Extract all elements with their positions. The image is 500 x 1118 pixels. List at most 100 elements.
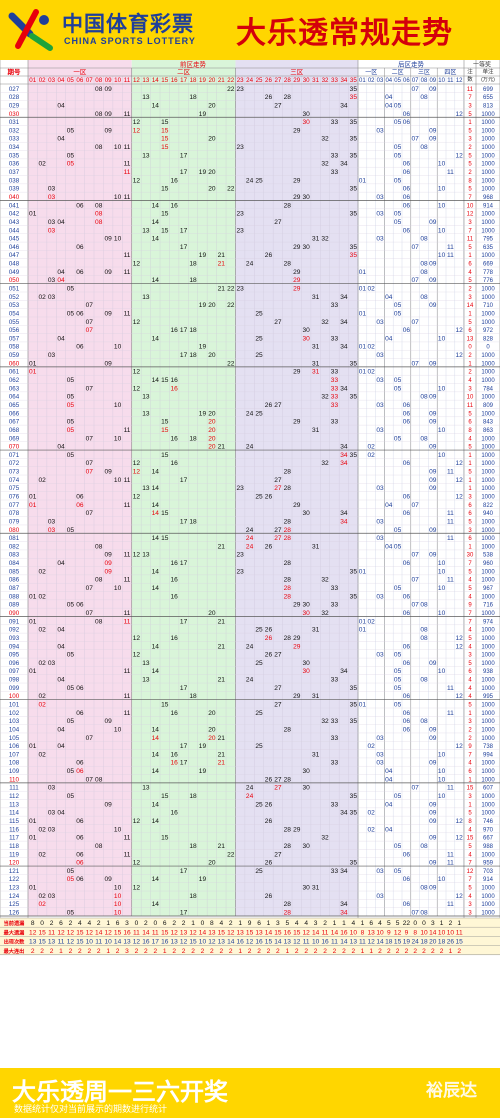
issue-number: 029 bbox=[9, 102, 20, 109]
front-ball: 29 bbox=[293, 277, 301, 284]
prize-amount: 1000 bbox=[481, 719, 495, 725]
prize-amount: 716 bbox=[483, 603, 494, 609]
back-ball: 12 bbox=[456, 743, 464, 750]
front-ball: 34 bbox=[340, 668, 348, 675]
stat-value: 16 bbox=[237, 939, 245, 946]
front-ball: 17 bbox=[180, 152, 188, 159]
back-ball: 08 bbox=[420, 885, 428, 892]
winner-count: 3 bbox=[468, 386, 472, 392]
front-ball: 13 bbox=[142, 152, 150, 159]
front-ball: 33 bbox=[331, 335, 339, 342]
back-ball: 06 bbox=[403, 327, 411, 334]
front-ball: 30 bbox=[303, 510, 311, 517]
stat-value: 11 bbox=[359, 939, 366, 946]
issue-number: 042 bbox=[9, 211, 20, 218]
stat-value: 16 bbox=[321, 939, 329, 946]
stat-value: 4 bbox=[219, 920, 223, 927]
stat-value: 6 bbox=[369, 920, 373, 927]
prize-amount: 1000 bbox=[481, 486, 495, 492]
winner-count: 7 bbox=[468, 561, 472, 567]
front-ball: 32 bbox=[321, 610, 329, 617]
issue-number: 067 bbox=[9, 419, 20, 426]
front-ball: 11 bbox=[124, 502, 131, 509]
back-ball: 03 bbox=[376, 427, 384, 434]
stat-value: 14 bbox=[274, 939, 282, 946]
front-ball: 31 bbox=[312, 627, 320, 634]
prize-amount: 1000 bbox=[481, 911, 495, 917]
back-ball: 07 bbox=[412, 552, 420, 559]
front-ball: 09 bbox=[104, 876, 112, 883]
stat-value: 4 bbox=[87, 920, 91, 927]
front-ball: 02 bbox=[38, 568, 46, 575]
front-ball: 02 bbox=[38, 693, 46, 700]
back-ball: 09 bbox=[429, 735, 437, 742]
back-ball: 10 bbox=[438, 227, 446, 234]
stat-value: 2 bbox=[257, 948, 261, 955]
back-ball: 09 bbox=[429, 527, 437, 534]
issue-number: 112 bbox=[9, 793, 19, 800]
stat-value: 10 bbox=[104, 939, 112, 946]
stat-value: 11 bbox=[322, 929, 329, 936]
back-ball: 01 bbox=[359, 177, 367, 184]
back-ball: 08 bbox=[420, 677, 428, 684]
front-ball: 25 bbox=[255, 801, 263, 808]
stat-value: 13 bbox=[284, 939, 292, 946]
back-ball: 01 bbox=[359, 269, 367, 276]
front-ball: 33 bbox=[331, 801, 339, 808]
stat-value: 2 bbox=[431, 948, 435, 955]
prize-amount: 1000 bbox=[481, 120, 495, 126]
front-ball: 13 bbox=[142, 552, 150, 559]
front-ball: 20 bbox=[208, 427, 216, 434]
front-ball: 15 bbox=[161, 119, 169, 126]
front-ball: 34 bbox=[340, 344, 348, 351]
back-ball: 10 bbox=[438, 568, 446, 575]
issue-number: 059 bbox=[9, 352, 20, 359]
front-ball: 01 bbox=[29, 743, 37, 750]
front-number-header: 06 bbox=[76, 77, 83, 84]
stat-value: 2 bbox=[144, 948, 148, 955]
front-ball: 17 bbox=[180, 760, 188, 767]
front-ball: 35 bbox=[350, 568, 358, 575]
prize-amount: 1000 bbox=[481, 453, 495, 459]
stat-value: 10 bbox=[420, 929, 428, 936]
front-ball: 04 bbox=[57, 560, 65, 567]
front-ball: 35 bbox=[350, 119, 358, 126]
stat-value: 4 bbox=[78, 920, 82, 927]
back-ball: 03 bbox=[376, 352, 384, 359]
front-ball: 08 bbox=[95, 202, 103, 209]
back-ball: 03 bbox=[376, 518, 384, 525]
front-number-header: 07 bbox=[86, 77, 93, 84]
back-ball: 09 bbox=[429, 469, 437, 476]
front-ball: 20 bbox=[208, 610, 216, 617]
front-ball: 30 bbox=[303, 843, 311, 850]
front-ball: 05 bbox=[67, 685, 75, 692]
stat-value: 13 bbox=[218, 939, 226, 946]
front-zone-bg bbox=[131, 60, 236, 916]
stat-value: 12 bbox=[368, 939, 376, 946]
front-ball: 28 bbox=[284, 577, 292, 584]
back-ball: 02 bbox=[368, 444, 376, 451]
stat-value: 11 bbox=[456, 929, 463, 936]
front-ball: 30 bbox=[303, 119, 311, 126]
stat-value: 2 bbox=[387, 948, 391, 955]
front-ball: 03 bbox=[48, 294, 56, 301]
stat-value: 2 bbox=[449, 920, 453, 927]
front-ball: 01 bbox=[29, 360, 37, 367]
front-ball: 03 bbox=[48, 810, 56, 817]
front-ball: 05 bbox=[67, 452, 75, 459]
issue-number: 085 bbox=[9, 568, 20, 575]
front-ball: 17 bbox=[180, 227, 188, 234]
stat-value: 2 bbox=[295, 948, 299, 955]
stat-value: 11 bbox=[331, 939, 338, 946]
back-ball: 10 bbox=[438, 585, 446, 592]
back-ball: 12 bbox=[456, 635, 464, 642]
front-ball: 32 bbox=[321, 136, 329, 143]
issue-number: 039 bbox=[9, 186, 20, 193]
winner-count: 6 bbox=[468, 503, 472, 509]
front-ball: 28 bbox=[284, 776, 292, 783]
winner-count: 5 bbox=[468, 320, 472, 326]
back-ball: 09 bbox=[429, 760, 437, 767]
front-ball: 29 bbox=[293, 194, 301, 201]
prize-amount: 1000 bbox=[481, 761, 495, 767]
stat-value: 1 bbox=[106, 948, 110, 955]
